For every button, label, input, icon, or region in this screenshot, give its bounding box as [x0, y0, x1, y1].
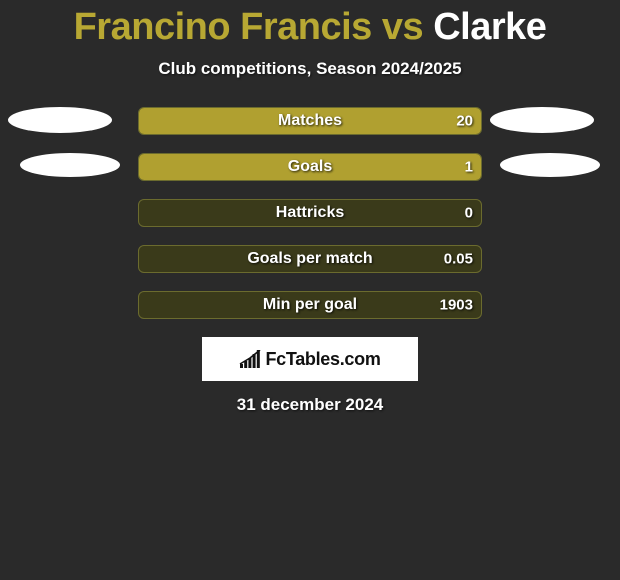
- stat-bar: Min per goal 1903: [138, 291, 482, 319]
- stat-bar-value: 20: [456, 113, 473, 130]
- title-vs: vs: [372, 6, 433, 48]
- stat-bar-value: 0.05: [444, 251, 473, 268]
- chart-area: Matches 20 Goals 1 Hattricks 0 Goals per match…: [0, 107, 620, 319]
- stat-bar-label: Matches: [278, 112, 342, 130]
- brand-text: FcTables.com: [265, 349, 380, 370]
- stat-bar-label: Goals per match: [247, 250, 372, 268]
- left-ellipse: [8, 107, 112, 133]
- stat-bar-label: Hattricks: [276, 204, 344, 222]
- date-line: 31 december 2024: [0, 395, 620, 415]
- stat-bar: Goals per match 0.05: [138, 245, 482, 273]
- title-player1: Francino Francis: [74, 6, 372, 48]
- stat-bar: Matches 20: [138, 107, 482, 135]
- stat-bar-value: 1: [465, 159, 473, 176]
- title-player2: Clarke: [433, 6, 546, 48]
- stat-bar-label: Min per goal: [263, 296, 357, 314]
- right-ellipse: [500, 153, 600, 177]
- brand-box: FcTables.com: [202, 337, 418, 381]
- left-ellipse: [20, 153, 120, 177]
- stat-bar: Hattricks 0: [138, 199, 482, 227]
- page-title: Francino Francis vs Clarke: [0, 0, 620, 49]
- bar-chart-icon: [239, 350, 261, 368]
- stat-bar-value: 0: [465, 205, 473, 222]
- stat-bar-label: Goals: [288, 158, 332, 176]
- stat-bar: Goals 1: [138, 153, 482, 181]
- stat-bar-value: 1903: [440, 297, 473, 314]
- right-ellipse: [490, 107, 594, 133]
- subtitle: Club competitions, Season 2024/2025: [0, 59, 620, 79]
- bars-container: Matches 20 Goals 1 Hattricks 0 Goals per match…: [138, 107, 482, 319]
